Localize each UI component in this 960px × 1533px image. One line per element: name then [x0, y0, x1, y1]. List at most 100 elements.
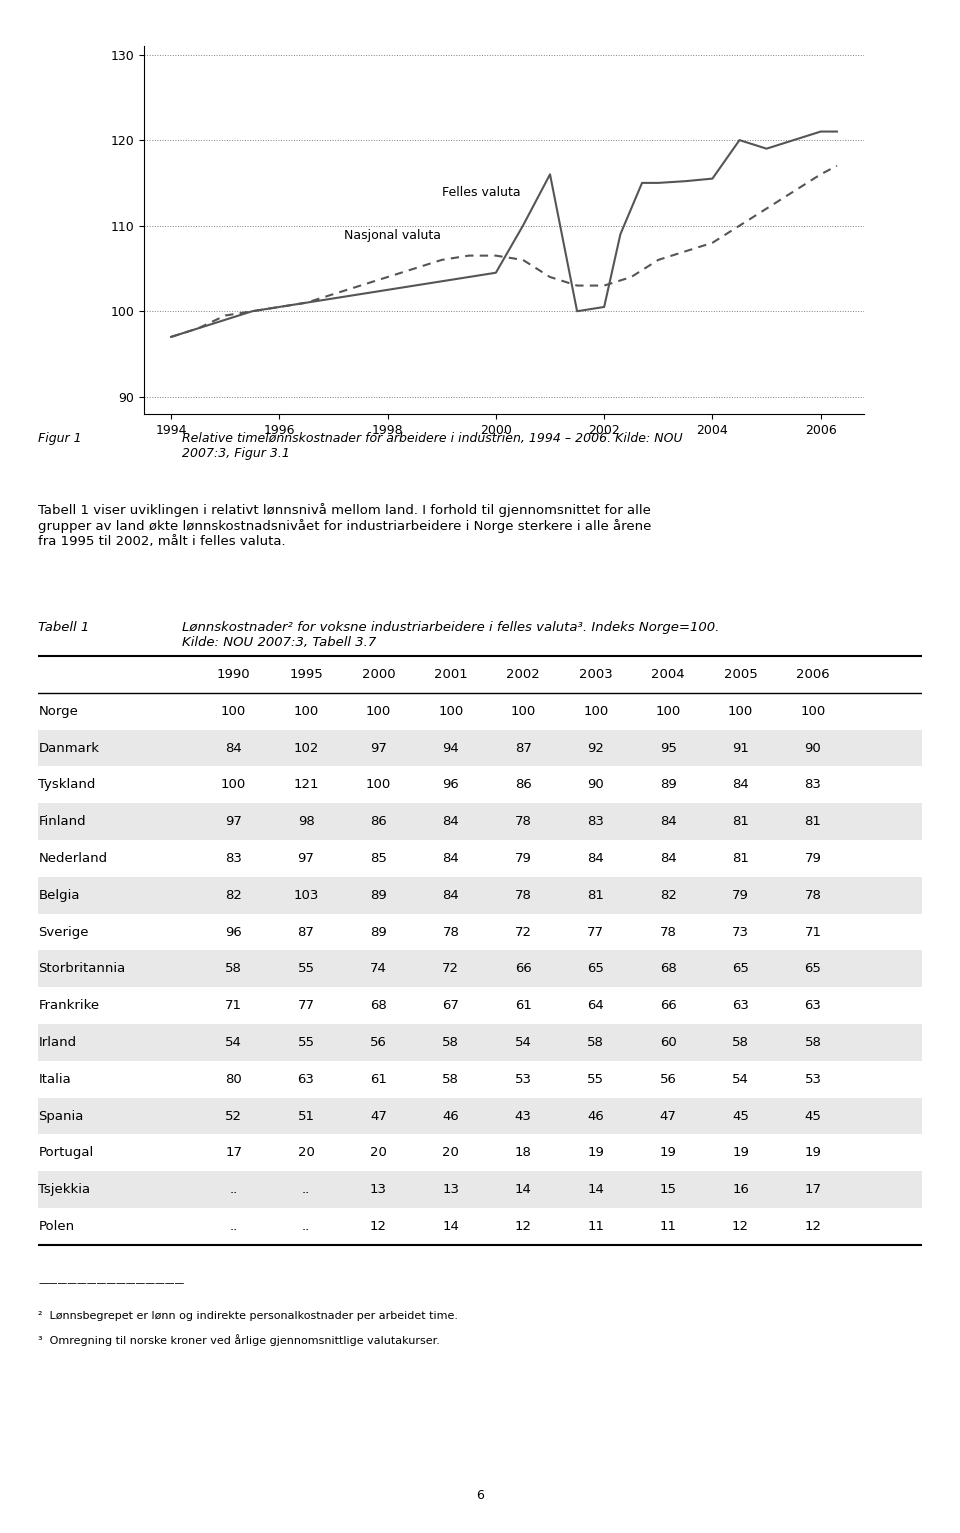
Text: 100: 100	[801, 705, 826, 717]
Text: 68: 68	[660, 963, 677, 975]
Text: 65: 65	[588, 963, 604, 975]
Text: 61: 61	[370, 1073, 387, 1085]
Text: 54: 54	[515, 1036, 532, 1049]
Text: 89: 89	[660, 779, 677, 791]
Text: Relative timelønnskostnader for arbeidere i industrien, 1994 – 2006. Kilde: NOU
: Relative timelønnskostnader for arbeider…	[182, 432, 683, 460]
Text: 19: 19	[732, 1147, 749, 1159]
Text: Tabell 1: Tabell 1	[38, 621, 89, 633]
Text: 68: 68	[370, 1000, 387, 1012]
Text: 100: 100	[221, 705, 246, 717]
Text: 67: 67	[443, 1000, 459, 1012]
Text: 14: 14	[588, 1183, 604, 1196]
Text: 12: 12	[515, 1220, 532, 1233]
Text: Lønnskostnader² for voksne industriarbeidere i felles valuta³. Indeks Norge=100.: Lønnskostnader² for voksne industriarbei…	[182, 621, 720, 648]
Text: 20: 20	[443, 1147, 459, 1159]
Text: 63: 63	[732, 1000, 749, 1012]
Text: 89: 89	[370, 889, 387, 901]
Text: 20: 20	[370, 1147, 387, 1159]
Text: 78: 78	[515, 816, 532, 828]
Text: Tsjekkia: Tsjekkia	[38, 1183, 90, 1196]
Text: ..: ..	[229, 1183, 238, 1196]
Text: 2002: 2002	[507, 668, 540, 681]
Text: Portugal: Portugal	[38, 1147, 94, 1159]
Text: 77: 77	[588, 926, 604, 938]
Text: 65: 65	[732, 963, 749, 975]
Text: 85: 85	[370, 852, 387, 865]
Text: 100: 100	[656, 705, 681, 717]
Text: 86: 86	[515, 779, 532, 791]
Text: ..: ..	[301, 1183, 310, 1196]
FancyBboxPatch shape	[38, 1098, 922, 1134]
Text: 78: 78	[660, 926, 677, 938]
FancyBboxPatch shape	[38, 877, 922, 914]
Text: Figur 1: Figur 1	[38, 432, 82, 445]
Text: 100: 100	[366, 779, 391, 791]
Text: 103: 103	[294, 889, 319, 901]
Text: ..: ..	[301, 1220, 310, 1233]
Text: 97: 97	[370, 742, 387, 754]
Text: 91: 91	[732, 742, 749, 754]
Text: 58: 58	[226, 963, 242, 975]
Text: 1990: 1990	[217, 668, 251, 681]
Text: ³  Omregning til norske kroner ved årlige gjennomsnittlige valutakurser.: ³ Omregning til norske kroner ved årlige…	[38, 1334, 441, 1346]
Text: 79: 79	[804, 852, 822, 865]
Text: 1995: 1995	[289, 668, 323, 681]
Text: 72: 72	[443, 963, 459, 975]
Text: Norge: Norge	[38, 705, 79, 717]
Text: 78: 78	[804, 889, 822, 901]
Text: 82: 82	[660, 889, 677, 901]
Text: 64: 64	[588, 1000, 604, 1012]
Text: 53: 53	[804, 1073, 822, 1085]
Text: 66: 66	[660, 1000, 677, 1012]
Text: 72: 72	[515, 926, 532, 938]
Text: 89: 89	[370, 926, 387, 938]
Text: Polen: Polen	[38, 1220, 75, 1233]
Text: 82: 82	[226, 889, 242, 901]
Text: 86: 86	[370, 816, 387, 828]
Text: 83: 83	[226, 852, 242, 865]
Text: 11: 11	[660, 1220, 677, 1233]
Text: 84: 84	[732, 779, 749, 791]
Text: 90: 90	[588, 779, 604, 791]
Text: 17: 17	[225, 1147, 242, 1159]
Text: 100: 100	[221, 779, 246, 791]
Text: 11: 11	[588, 1220, 604, 1233]
Text: 19: 19	[660, 1147, 677, 1159]
Text: 100: 100	[511, 705, 536, 717]
Text: 43: 43	[515, 1110, 532, 1122]
Text: 46: 46	[588, 1110, 604, 1122]
Text: 54: 54	[732, 1073, 749, 1085]
Text: Sverige: Sverige	[38, 926, 89, 938]
Text: 58: 58	[732, 1036, 749, 1049]
Text: 45: 45	[804, 1110, 822, 1122]
Text: 96: 96	[226, 926, 242, 938]
Text: 100: 100	[294, 705, 319, 717]
Text: Frankrike: Frankrike	[38, 1000, 100, 1012]
Text: 58: 58	[443, 1036, 459, 1049]
Text: 45: 45	[732, 1110, 749, 1122]
Text: Felles valuta: Felles valuta	[442, 185, 520, 199]
Text: 95: 95	[660, 742, 677, 754]
FancyBboxPatch shape	[38, 1171, 922, 1208]
Text: 18: 18	[515, 1147, 532, 1159]
Text: 63: 63	[298, 1073, 315, 1085]
Text: 63: 63	[804, 1000, 822, 1012]
Text: 58: 58	[804, 1036, 822, 1049]
Text: 14: 14	[443, 1220, 459, 1233]
Text: 2001: 2001	[434, 668, 468, 681]
Text: 51: 51	[298, 1110, 315, 1122]
Text: Danmark: Danmark	[38, 742, 100, 754]
Text: Storbritannia: Storbritannia	[38, 963, 126, 975]
Text: 84: 84	[443, 816, 459, 828]
Text: 78: 78	[443, 926, 459, 938]
Text: Finland: Finland	[38, 816, 86, 828]
Text: Nederland: Nederland	[38, 852, 108, 865]
Text: 65: 65	[804, 963, 822, 975]
Text: 46: 46	[443, 1110, 459, 1122]
Text: 53: 53	[515, 1073, 532, 1085]
Text: 55: 55	[298, 1036, 315, 1049]
Text: 61: 61	[515, 1000, 532, 1012]
Text: 58: 58	[588, 1036, 604, 1049]
Text: 13: 13	[370, 1183, 387, 1196]
Text: 81: 81	[732, 816, 749, 828]
